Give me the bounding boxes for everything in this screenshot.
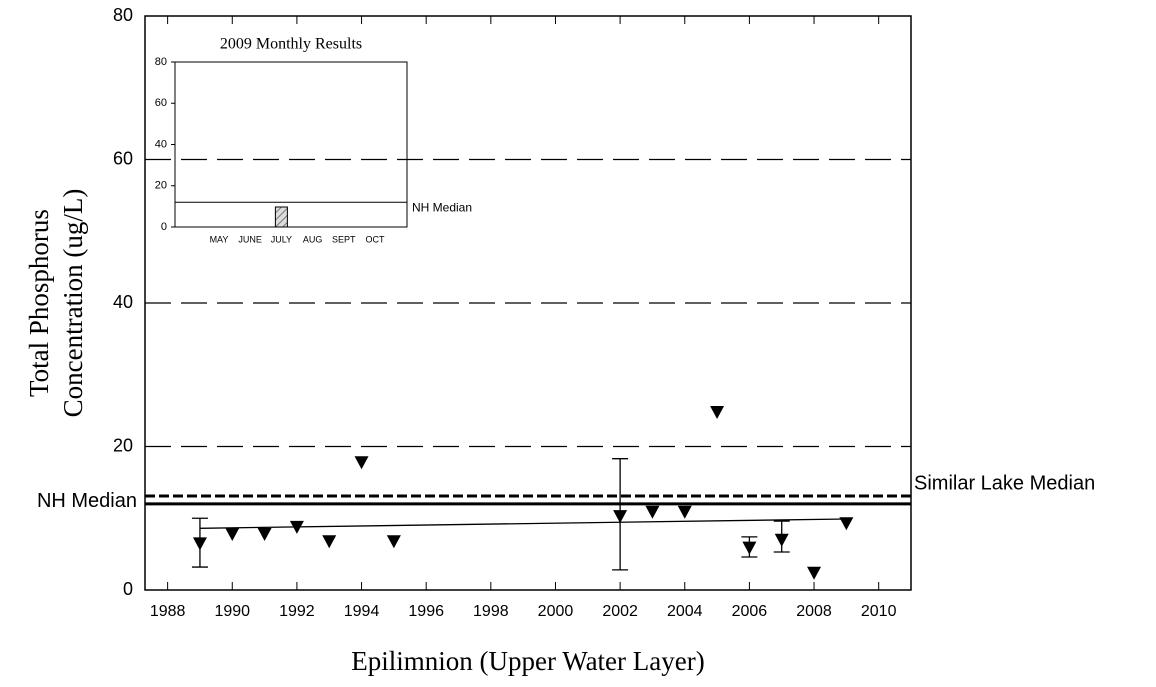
point — [807, 566, 822, 580]
x-tick-label: SEPT — [332, 234, 356, 244]
y-tick-label: 0 — [161, 221, 167, 233]
point — [289, 520, 304, 534]
point — [742, 541, 757, 555]
y-axis-label: Concentration (ug/L) — [58, 189, 88, 418]
bar — [274, 206, 288, 228]
x-tick-label: 1988 — [150, 603, 186, 620]
x-tick-label: 2002 — [602, 603, 638, 620]
point — [645, 505, 660, 519]
x-tick-label: 2006 — [732, 603, 768, 620]
x-tick-label: 1996 — [408, 603, 444, 620]
point — [322, 535, 337, 549]
x-tick-label: AUG — [303, 234, 323, 244]
x-tick-label: 1990 — [214, 603, 250, 620]
point — [613, 510, 628, 524]
inset-title: 2009 Monthly Results — [220, 36, 362, 53]
point — [710, 406, 725, 420]
y-tick-label: 60 — [155, 97, 167, 109]
x-tick-label: JULY — [271, 234, 292, 244]
x-tick-label: 2008 — [796, 603, 832, 620]
y-axis-label: Total Phosphorus — [24, 209, 54, 397]
point — [386, 535, 401, 549]
x-tick-label: 2004 — [667, 603, 703, 620]
reference-label: Similar Lake Median — [914, 472, 1095, 494]
point — [839, 517, 854, 531]
y-tick-label: 20 — [113, 435, 133, 455]
x-tick-label: 2000 — [538, 603, 574, 620]
point — [774, 533, 789, 547]
x-tick-label: 1994 — [344, 603, 380, 620]
x-tick-label: 1992 — [279, 603, 315, 620]
y-tick-label: 20 — [155, 180, 167, 192]
reference-label: NH Median — [37, 490, 137, 512]
y-tick-label: 0 — [123, 579, 133, 599]
x-tick-label: 1998 — [473, 603, 509, 620]
y-tick-label: 40 — [155, 138, 167, 150]
inset-frame — [174, 61, 408, 228]
y-tick-label: 80 — [155, 56, 167, 68]
point — [192, 537, 207, 551]
point — [677, 505, 692, 519]
y-tick-label: 60 — [113, 148, 133, 168]
y-tick-label: 40 — [113, 292, 133, 312]
point — [257, 528, 272, 542]
trend-line — [199, 518, 847, 529]
x-axis-label: Epilimnion (Upper Water Layer) — [351, 646, 704, 676]
point — [225, 528, 240, 542]
x-tick-label: MAY — [210, 234, 229, 244]
y-tick-label: 80 — [113, 5, 133, 25]
x-tick-label: 2010 — [861, 603, 897, 620]
x-tick-label: OCT — [365, 234, 385, 244]
x-tick-label: JUNE — [238, 234, 262, 244]
reference-label: NH Median — [412, 200, 472, 214]
point — [354, 456, 369, 470]
